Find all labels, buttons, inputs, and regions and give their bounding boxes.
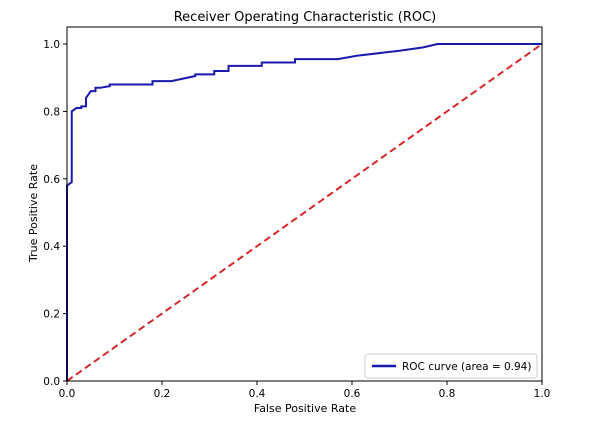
- roc-curve-line: [66, 43, 542, 381]
- chart-title: Receiver Operating Characteristic (ROC): [174, 10, 437, 25]
- x-tick-label: 0.4: [249, 388, 266, 400]
- x-tick-label: 1.0: [534, 388, 551, 400]
- legend-box: [364, 353, 538, 379]
- y-axis-label: True Positive Rate: [27, 164, 40, 263]
- x-tick-label: 0.2: [154, 388, 171, 400]
- y-tick-label: 0.6: [43, 174, 60, 186]
- y-tick-label: 0.8: [43, 106, 60, 118]
- plot-frame: [66, 26, 543, 382]
- plot-area: [66, 43, 543, 382]
- y-tick-label: 0.0: [43, 376, 60, 388]
- legend-roc-label: ROC curve (area = 0.94): [402, 361, 531, 373]
- y-tick-label: 0.2: [43, 309, 60, 321]
- x-tick-label: 0.6: [344, 388, 361, 400]
- y-tick-label: 1.0: [43, 39, 60, 51]
- x-tick-label: 0.0: [59, 388, 76, 400]
- chance-diagonal-line: [66, 43, 543, 382]
- y-tick-label: 0.4: [43, 241, 60, 253]
- y-axis-ticks: 0.0 0.2 0.4 0.6 0.8 1.0: [43, 39, 67, 388]
- legend: ROC curve (area = 0.94): [364, 353, 538, 379]
- x-axis-ticks: 0.0 0.2 0.4 0.6 0.8 1.0: [59, 381, 551, 400]
- x-axis-label: False Positive Rate: [254, 402, 356, 415]
- x-tick-label: 0.8: [439, 388, 456, 400]
